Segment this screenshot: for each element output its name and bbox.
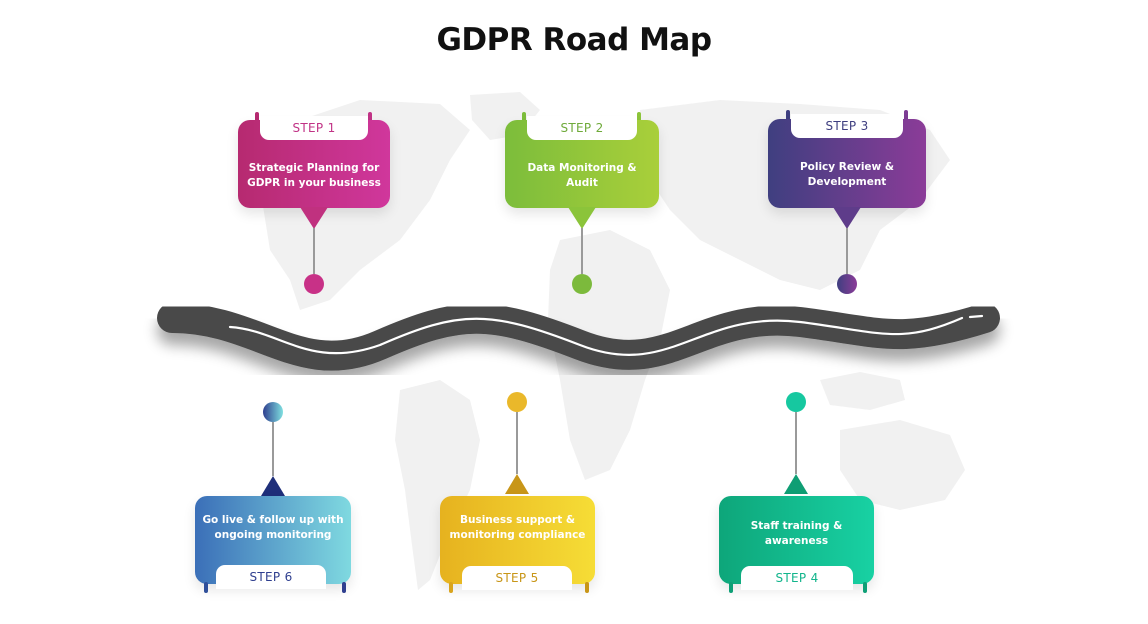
- pointer-icon: [784, 474, 808, 494]
- step-label: STEP 4: [741, 566, 853, 590]
- step-description: Strategic Planning for GDPR in your busi…: [247, 162, 381, 189]
- card-post: [449, 582, 453, 593]
- step-description: Business support & monitoring compliance: [449, 514, 586, 541]
- step-description: Go live & follow up with ongoing monitor…: [202, 514, 344, 541]
- pointer-icon: [505, 474, 529, 494]
- card-post: [904, 110, 908, 121]
- connector-line: [313, 228, 315, 274]
- road-surface: [157, 303, 1000, 371]
- connector-line: [516, 412, 518, 474]
- card-post: [342, 582, 346, 593]
- card-post: [786, 110, 790, 121]
- pointer-icon: [261, 476, 285, 496]
- connector-line: [795, 412, 797, 474]
- card-post: [585, 582, 589, 593]
- connector-line: [581, 228, 583, 274]
- card-post: [368, 112, 372, 123]
- road-marker: [507, 392, 527, 412]
- card-post: [637, 112, 641, 123]
- road-marker: [837, 274, 857, 294]
- road-marker: [572, 274, 592, 294]
- pointer-icon: [568, 207, 596, 229]
- step-label: STEP 3: [791, 114, 903, 138]
- connector-line: [846, 228, 848, 274]
- card-post: [729, 582, 733, 593]
- pointer-icon: [300, 207, 328, 229]
- road-end-dash: [968, 314, 984, 319]
- road-marker: [263, 402, 283, 422]
- road-marker: [786, 392, 806, 412]
- step-label: STEP 2: [527, 116, 637, 140]
- page-title: GDPR Road Map: [436, 22, 712, 58]
- card-post: [522, 112, 526, 123]
- card-post: [204, 582, 208, 593]
- step-label: STEP 5: [462, 566, 572, 590]
- step-description: Policy Review & Development: [799, 161, 895, 188]
- road-marker: [304, 274, 324, 294]
- step-label: STEP 6: [216, 565, 326, 589]
- step-description: Data Monitoring & Audit: [527, 162, 637, 189]
- step-description: Staff training & awareness: [750, 520, 843, 547]
- step-label: STEP 1: [260, 116, 368, 140]
- road-centerline: [228, 316, 964, 356]
- card-post: [255, 112, 259, 123]
- connector-line: [272, 422, 274, 476]
- pointer-icon: [833, 207, 861, 229]
- card-post: [863, 582, 867, 593]
